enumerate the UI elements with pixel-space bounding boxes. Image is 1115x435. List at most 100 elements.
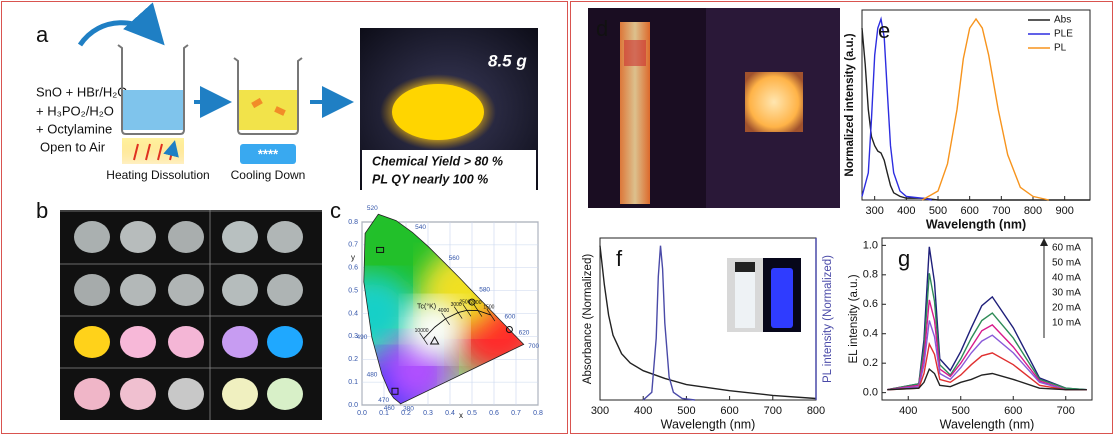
sample xyxy=(267,221,303,253)
y-tick-label: 0.4 xyxy=(348,310,358,317)
panel-label: f xyxy=(616,246,623,271)
panel-label: d xyxy=(596,16,608,41)
series-line xyxy=(887,344,1087,390)
y-tick-label: 0.4 xyxy=(863,328,878,340)
cuvette-top xyxy=(624,40,646,66)
x-tick-label: 700 xyxy=(992,205,1010,217)
y-tick-label: 0.0 xyxy=(348,402,358,409)
panel-label: e xyxy=(878,18,890,43)
legend-label: 60 mA xyxy=(1052,243,1081,254)
sample xyxy=(120,221,156,253)
legend-label: 50 mA xyxy=(1052,258,1081,269)
sample xyxy=(222,378,258,410)
x-tick-label: 600 xyxy=(1004,405,1022,417)
yield-text: Chemical Yield > 80 % xyxy=(372,154,503,168)
sample xyxy=(222,274,258,306)
x-tick-label: 0.0 xyxy=(357,410,367,417)
heater xyxy=(122,138,184,164)
x-tick-label: 0.3 xyxy=(423,410,433,417)
x-tick-label: 900 xyxy=(1055,205,1073,217)
wavelength-label: 480 xyxy=(367,371,378,378)
sample xyxy=(120,378,156,410)
x-axis-label: Wavelength (nm) xyxy=(940,417,1035,431)
panel-d: d xyxy=(588,8,840,208)
wavelength-label: 580 xyxy=(479,286,490,293)
y-axis-label: Normalized intensity (a.u.) xyxy=(844,33,856,176)
cap xyxy=(735,262,755,272)
x-tick-label: 700 xyxy=(1057,405,1075,417)
y-tick-label: 0.6 xyxy=(863,298,878,310)
legend-label: 40 mA xyxy=(1052,273,1081,284)
reagent: SnO + HBr/H₂O xyxy=(36,84,127,99)
x-tick-label: 300 xyxy=(865,205,883,217)
series-line xyxy=(862,28,1090,200)
legend-label: 10 mA xyxy=(1052,318,1081,329)
x-tick-label: 500 xyxy=(952,405,970,417)
x-axis-label: x xyxy=(459,411,463,420)
wavelength-label: 560 xyxy=(449,255,460,262)
wavelength-label: 620 xyxy=(519,329,530,336)
series-line xyxy=(887,321,1087,390)
temperature-label: 10000 xyxy=(415,328,429,334)
series-line xyxy=(922,19,1049,200)
y-axis-label: y xyxy=(351,253,355,262)
y-tick-label: 0.0 xyxy=(863,387,878,399)
y-tick-label: 0.2 xyxy=(348,356,358,363)
series-line xyxy=(862,19,932,200)
sample xyxy=(74,378,110,410)
y-axis-label: Absorbance (Normalized) xyxy=(582,254,594,385)
wavelength-label: 700 xyxy=(528,343,539,350)
legend-label: PL xyxy=(1054,43,1067,54)
x-tick-label: 800 xyxy=(1024,205,1042,217)
x-tick-label: 0.6 xyxy=(489,410,499,417)
legend-label: PLE xyxy=(1054,29,1073,40)
panel-label: g xyxy=(898,246,910,271)
x-tick-label: 300 xyxy=(591,405,609,417)
series-line xyxy=(643,246,695,400)
y-tick-label: 0.2 xyxy=(863,357,878,369)
wavelength-label: 520 xyxy=(367,205,378,212)
vial-glow xyxy=(771,268,793,328)
solution xyxy=(238,90,298,130)
y-tick-label: 0.8 xyxy=(863,269,878,281)
x-axis-label: Wavelength (nm) xyxy=(926,217,1026,231)
product xyxy=(392,84,484,140)
x-tick-label: 600 xyxy=(720,405,738,417)
sample xyxy=(267,274,303,306)
x-tick-label: 800 xyxy=(807,405,825,417)
wavelength-label: 460 xyxy=(384,405,395,412)
step-label: Heating Dissolution xyxy=(106,168,209,182)
x-tick-label: 400 xyxy=(634,405,652,417)
x-tick-label: 0.4 xyxy=(445,410,455,417)
legend-label: 30 mA xyxy=(1052,288,1081,299)
sample xyxy=(74,274,110,306)
x-axis-label: Wavelength (nm) xyxy=(661,417,756,431)
x-tick-label: 400 xyxy=(897,205,915,217)
x-tick-label: 0.8 xyxy=(533,410,543,417)
y-tick-label: 0.7 xyxy=(348,242,358,249)
panel-a: a SnO + HBr/H₂O + H₃PO₂/H₂O + Octylamine… xyxy=(36,22,538,190)
temperature-label: 4000 xyxy=(438,308,449,314)
x-tick-label: 600 xyxy=(960,205,978,217)
panel-label: b xyxy=(36,198,48,223)
wavelength-label: 600 xyxy=(505,314,516,321)
wavelength-label: 490 xyxy=(356,334,367,341)
sample xyxy=(267,326,303,358)
wavelength-label: 470 xyxy=(378,397,389,404)
sample xyxy=(168,326,204,358)
y-tick-label: 0.6 xyxy=(348,265,358,272)
y-tick-label: 0.5 xyxy=(348,287,358,294)
sample xyxy=(168,378,204,410)
x-tick-label: 500 xyxy=(929,205,947,217)
y-tick-label: 0.8 xyxy=(348,219,358,226)
panel-label: a xyxy=(36,22,49,47)
reagent: + Octylamine xyxy=(36,121,112,136)
x-tick-label: 0.7 xyxy=(511,410,521,417)
figure: a SnO + HBr/H₂O + H₃PO₂/H₂O + Octylamine… xyxy=(0,0,1115,435)
wavelength-label: 540 xyxy=(415,224,426,231)
x-tick-label: 700 xyxy=(764,405,782,417)
sample xyxy=(222,221,258,253)
sample xyxy=(74,221,110,253)
